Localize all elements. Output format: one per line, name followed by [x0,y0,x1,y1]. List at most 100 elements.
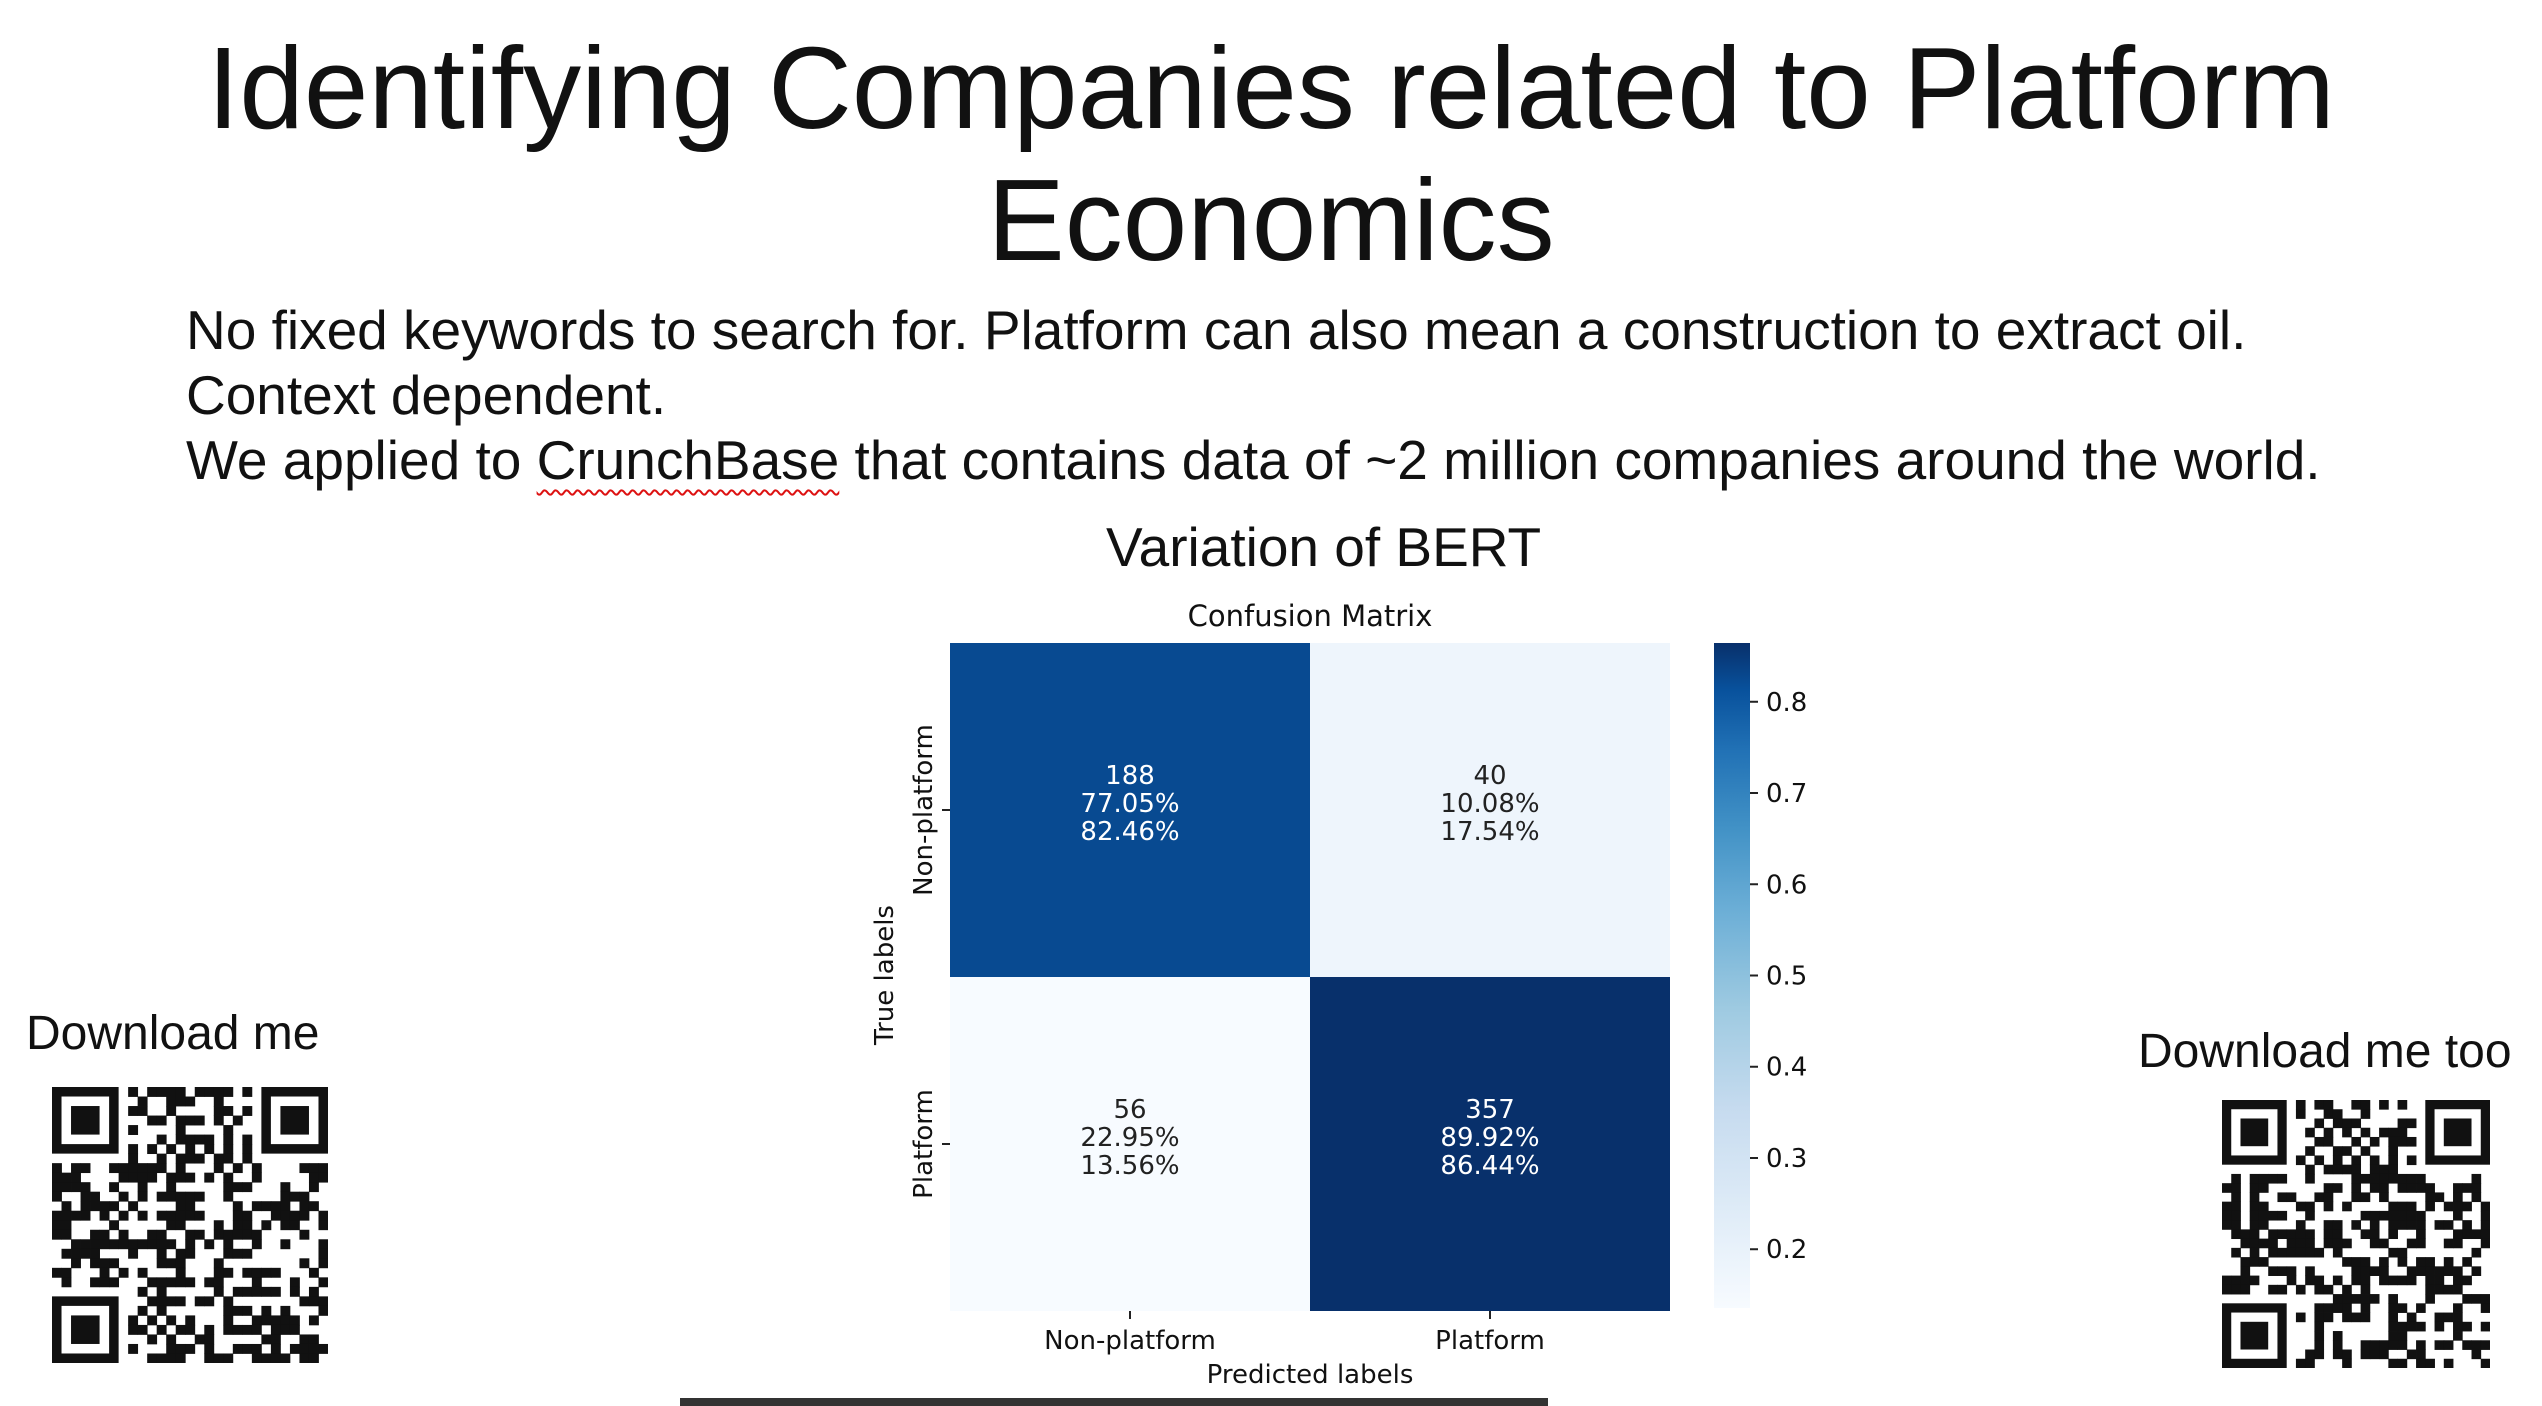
qr-module [2268,1210,2278,1221]
qr-module [175,1134,186,1145]
qr-module [2453,1229,2463,1240]
qr-module [2480,1358,2490,1368]
qr-module [175,1343,186,1354]
qr-module [2286,1238,2297,1249]
qr-module [242,1210,253,1221]
qr-module [289,1191,300,1202]
qr-module [52,1267,62,1278]
qr-code-right[interactable] [2222,1100,2490,1368]
qr-module [270,1353,281,1363]
qr-module [52,1191,62,1202]
qr-module [270,1343,281,1354]
qr-module [2397,1358,2408,1368]
qr-module [2258,1238,2269,1249]
qr-module [2323,1183,2334,1193]
qr-module [156,1305,167,1316]
qr-module [270,1315,281,1326]
qr-module [2425,1358,2435,1368]
qr-module [318,1277,328,1288]
qr-module [2443,1257,2454,1267]
qr-module [2342,1284,2352,1295]
qr-module [318,1172,328,1183]
qr-module [2268,1284,2278,1295]
qr-module [204,1239,215,1250]
qr-module [2249,1247,2260,1258]
qr-module [2222,1275,2232,1286]
qr-module [185,1210,196,1221]
colorbar-tick-label: 0.8 [1766,688,1807,718]
qr-module [232,1115,243,1126]
colorbar-tick-label: 0.3 [1766,1144,1807,1174]
qr-module [99,1201,110,1212]
qr-module [299,1229,310,1240]
qr-module [308,1315,319,1326]
qr-module [2305,1146,2315,1156]
qr-module [2480,1238,2490,1249]
qr-module [61,1220,72,1231]
qr-module [2379,1238,2389,1249]
qr-module [175,1258,186,1269]
qr-module [2231,1275,2241,1286]
qr-module [80,1201,91,1212]
qr-module [2471,1229,2482,1240]
qr-module [61,1182,72,1193]
qr-module [2379,1183,2389,1193]
qr-module [2379,1173,2389,1184]
qr-module [90,1229,100,1240]
qr-module [204,1324,215,1335]
qr-module [308,1334,319,1345]
qr-module [2268,1266,2278,1276]
qr-module [2277,1247,2288,1258]
qr-module [156,1210,167,1221]
qr-module [2258,1201,2269,1212]
qr-module [2406,1136,2417,1147]
qr-module [2397,1220,2408,1230]
qr-module [2249,1183,2260,1193]
qr-module [2471,1294,2482,1304]
body-line-3-start: We applied to [186,429,537,491]
qr-module [2231,1284,2241,1295]
qr-module [2397,1247,2408,1258]
qr-module [2305,1238,2315,1249]
qr-module [2231,1183,2241,1193]
qr-module [232,1324,243,1335]
qr-module [2295,1155,2306,1166]
qr-module [2416,1210,2426,1221]
qr-module [194,1087,205,1097]
qr-module [52,1210,62,1221]
qr-module [2388,1312,2398,1323]
qr-module [2240,1275,2251,1286]
qr-module [2425,1192,2435,1203]
qr-module [128,1087,139,1097]
qr-module [223,1229,234,1240]
qr-module [185,1229,196,1240]
qr-module [194,1296,205,1307]
qr-code-left[interactable] [52,1087,328,1363]
spellcheck-flagged-word: CrunchBase [536,429,840,491]
qr-module [71,1172,81,1183]
qr-module [2222,1220,2232,1230]
qr-module [156,1324,167,1335]
cell-row-percent-label: 77.05% [1080,789,1179,819]
qr-module [2258,1220,2269,1230]
body-line-3: We applied to CrunchBase that contains d… [186,428,2321,493]
qr-module [166,1096,177,1107]
qr-module [147,1277,158,1288]
qr-module [213,1153,224,1164]
qr-module [118,1163,129,1174]
colorbar-tick-label: 0.6 [1766,870,1807,900]
body-line-3-end: that contains data of ~2 million compani… [839,429,2321,491]
qr-module [2249,1192,2260,1203]
qr-module [2443,1238,2454,1249]
qr-module [2286,1229,2297,1240]
qr-module [2434,1340,2445,1350]
qr-module [2406,1266,2417,1276]
qr-module [2332,1303,2343,1313]
qr-module [2443,1284,2454,1295]
qr-module [2342,1164,2352,1175]
qr-module [166,1258,177,1269]
qr-module [251,1201,262,1212]
qr-module [185,1153,196,1164]
qr-module [2314,1349,2325,1360]
qr-module [109,1258,120,1269]
